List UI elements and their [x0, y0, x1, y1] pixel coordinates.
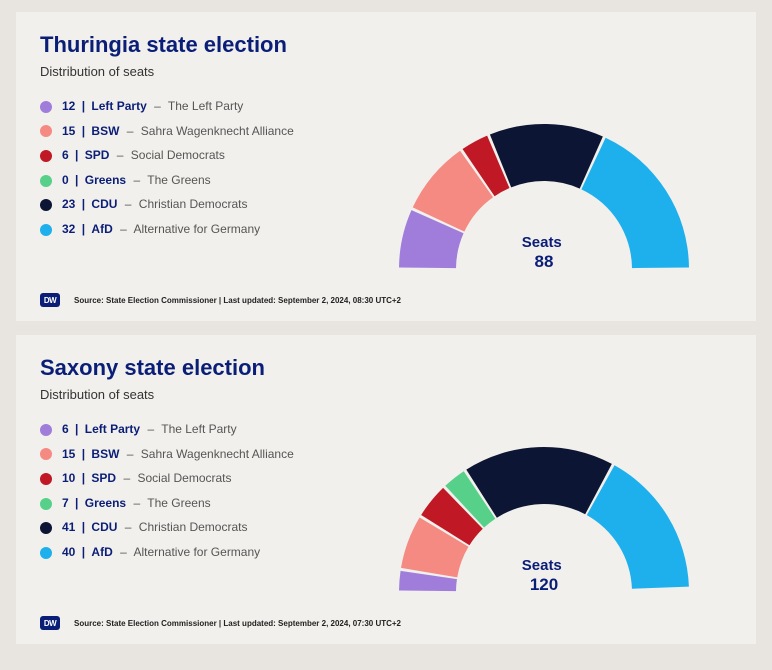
- legend-dot-icon: [40, 150, 52, 162]
- election-panel: Saxony state election Distribution of se…: [16, 335, 756, 644]
- legend-short: BSW: [91, 124, 119, 138]
- legend-item: 6 | SPD – Social Democrats: [40, 148, 340, 164]
- legend-seats: 10: [62, 471, 75, 485]
- legend-dot-icon: [40, 547, 52, 559]
- legend-short: SPD: [91, 471, 116, 485]
- legend-item: 10 | SPD – Social Democrats: [40, 471, 340, 487]
- panel-title: Thuringia state election: [40, 32, 732, 58]
- source-text: Source: State Election Commissioner | La…: [74, 619, 401, 628]
- legend-short: BSW: [91, 447, 119, 461]
- legend: 6 | Left Party – The Left Party 15 | BSW…: [40, 420, 340, 570]
- legend-full: The Greens: [147, 173, 210, 187]
- legend-dot-icon: [40, 175, 52, 187]
- legend-dot-icon: [40, 125, 52, 137]
- dw-logo-icon: DW: [40, 616, 60, 630]
- legend-dot-icon: [40, 473, 52, 485]
- dw-logo-icon: DW: [40, 293, 60, 307]
- legend-seats: 0: [62, 173, 69, 187]
- arc-afd: [587, 465, 689, 588]
- legend-full: Christian Democrats: [139, 520, 248, 534]
- arc-cdu: [490, 124, 603, 189]
- chart-container: Seats 120: [356, 420, 732, 600]
- election-panel: Thuringia state election Distribution of…: [16, 12, 756, 321]
- legend-seats: 40: [62, 545, 75, 559]
- source-text: Source: State Election Commissioner | La…: [74, 296, 401, 305]
- panel-subtitle: Distribution of seats: [40, 387, 732, 402]
- center-label: Seats 120: [522, 557, 566, 594]
- legend-seats: 15: [62, 124, 75, 138]
- legend-item: 7 | Greens – The Greens: [40, 496, 340, 512]
- legend-short: Left Party: [85, 422, 140, 436]
- legend-dot-icon: [40, 424, 52, 436]
- legend-dot-icon: [40, 448, 52, 460]
- legend-item: 32 | AfD – Alternative for Germany: [40, 222, 340, 238]
- legend-dot-icon: [40, 522, 52, 534]
- legend-short: Greens: [85, 173, 126, 187]
- legend: 12 | Left Party – The Left Party 15 | BS…: [40, 97, 340, 247]
- legend-short: Greens: [85, 496, 126, 510]
- arc-afd: [581, 138, 689, 268]
- legend-seats: 12: [62, 99, 75, 113]
- panel-title: Saxony state election: [40, 355, 732, 381]
- legend-dot-icon: [40, 224, 52, 236]
- legend-dot-icon: [40, 101, 52, 113]
- legend-short: Left Party: [91, 99, 146, 113]
- legend-full: Social Democrats: [137, 471, 231, 485]
- legend-item: 0 | Greens – The Greens: [40, 173, 340, 189]
- legend-dot-icon: [40, 199, 52, 211]
- legend-seats: 15: [62, 447, 75, 461]
- chart-container: Seats 88: [356, 97, 732, 277]
- panel-footer: DW Source: State Election Commissioner |…: [40, 293, 732, 307]
- legend-full: Christian Democrats: [139, 197, 248, 211]
- legend-seats: 6: [62, 148, 69, 162]
- legend-item: 15 | BSW – Sahra Wagenknecht Alliance: [40, 124, 340, 140]
- legend-item: 41 | CDU – Christian Democrats: [40, 520, 340, 536]
- legend-seats: 6: [62, 422, 69, 436]
- legend-seats: 7: [62, 496, 69, 510]
- arc-cdu: [466, 447, 612, 518]
- legend-full: Alternative for Germany: [133, 545, 260, 559]
- legend-seats: 23: [62, 197, 75, 211]
- legend-item: 15 | BSW – Sahra Wagenknecht Alliance: [40, 447, 340, 463]
- legend-full: The Left Party: [161, 422, 236, 436]
- legend-full: Alternative for Germany: [133, 222, 260, 236]
- legend-full: Sahra Wagenknecht Alliance: [141, 447, 294, 461]
- legend-dot-icon: [40, 498, 52, 510]
- center-label: Seats 88: [522, 234, 566, 271]
- seat-chart: Seats 120: [384, 420, 704, 600]
- legend-item: 12 | Left Party – The Left Party: [40, 99, 340, 115]
- legend-item: 40 | AfD – Alternative for Germany: [40, 545, 340, 561]
- legend-short: AfD: [91, 222, 112, 236]
- panel-subtitle: Distribution of seats: [40, 64, 732, 79]
- legend-short: SPD: [85, 148, 110, 162]
- legend-seats: 32: [62, 222, 75, 236]
- legend-full: The Greens: [147, 496, 210, 510]
- legend-short: CDU: [91, 197, 117, 211]
- legend-item: 23 | CDU – Christian Democrats: [40, 197, 340, 213]
- legend-full: Sahra Wagenknecht Alliance: [141, 124, 294, 138]
- legend-seats: 41: [62, 520, 75, 534]
- panel-footer: DW Source: State Election Commissioner |…: [40, 616, 732, 630]
- legend-full: Social Democrats: [131, 148, 225, 162]
- legend-short: CDU: [91, 520, 117, 534]
- legend-full: The Left Party: [168, 99, 243, 113]
- legend-item: 6 | Left Party – The Left Party: [40, 422, 340, 438]
- seat-chart: Seats 88: [384, 97, 704, 277]
- legend-short: AfD: [91, 545, 112, 559]
